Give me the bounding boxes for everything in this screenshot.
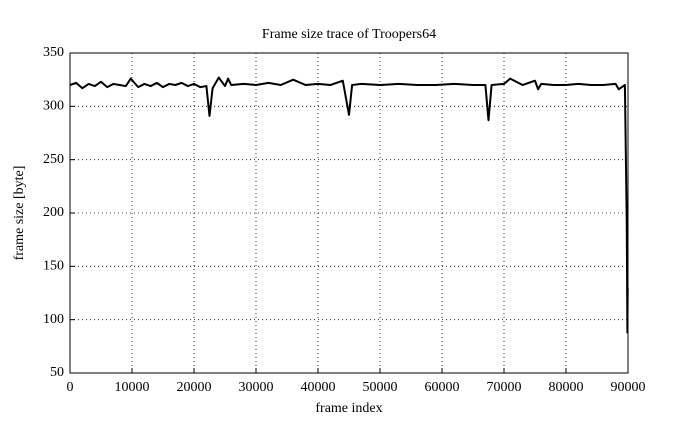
x-tick-label: 20000 [177,380,212,395]
x-axis-label: frame index [315,401,382,416]
x-tick-label: 70000 [487,380,522,395]
x-tick-label: 30000 [239,380,274,395]
y-tick-label: 300 [43,99,64,114]
x-tick-label: 90000 [611,380,646,395]
x-tick-label: 50000 [363,380,398,395]
y-tick-label: 150 [43,259,64,274]
y-axis-label: frame size [byte] [12,166,27,261]
y-tick-label: 50 [50,365,64,380]
x-tick-label: 0 [67,380,74,395]
x-tick-label: 40000 [301,380,336,395]
x-tick-label: 60000 [425,380,460,395]
y-tick-label: 250 [43,152,64,167]
y-tick-label: 350 [43,45,64,60]
data-line [69,76,629,334]
x-tick-label: 10000 [115,380,150,395]
chart-title: Frame size trace of Troopers64 [262,27,436,42]
plot-frame [69,52,629,374]
y-tick-label: 200 [43,205,64,220]
x-tick-label: 80000 [549,380,584,395]
y-tick-label: 100 [43,312,64,327]
